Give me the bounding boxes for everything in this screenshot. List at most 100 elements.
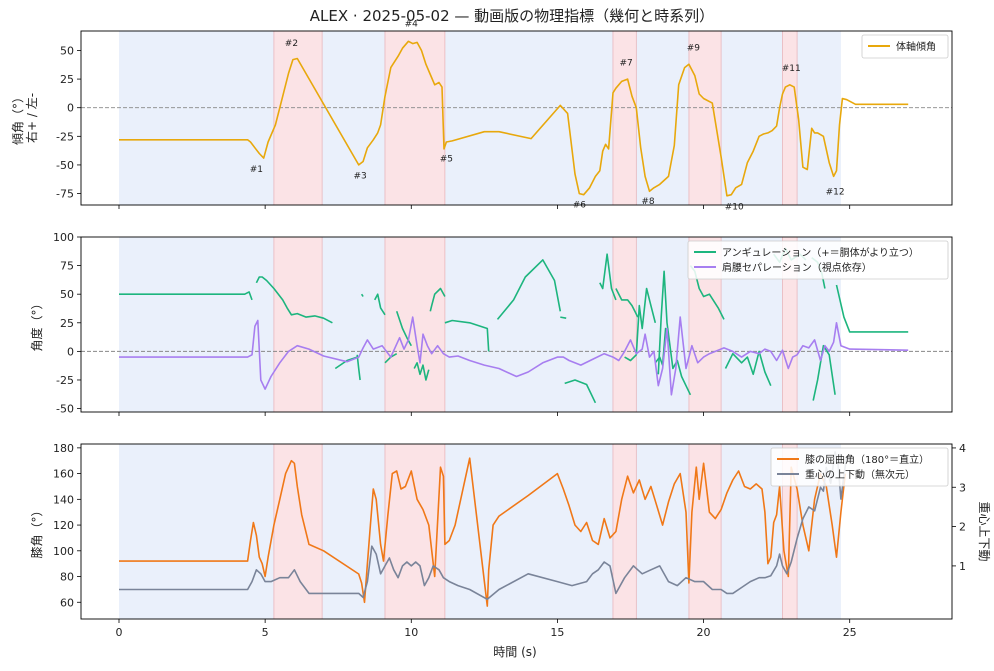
tilt-event-label-10: #11	[782, 64, 801, 74]
tilt-frame	[80, 30, 953, 206]
angles-band-red-4	[782, 237, 798, 412]
knee-y2tick-label-2: 3	[959, 481, 966, 494]
knee-legend-label-1: 重心の上下動（無次元）	[805, 468, 915, 481]
angles-series-0-line-13	[564, 379, 597, 404]
angles-legend-label-1: 肩腰セパレーション（視点依存）	[722, 261, 872, 274]
angles-ytick-label-4: 50	[60, 288, 74, 301]
knee-band-red-0	[273, 444, 323, 619]
tilt-event-label-1: #2	[285, 39, 298, 49]
tilt-event-label-8: #9	[687, 43, 701, 53]
tilt-event-label-3: #4	[405, 19, 419, 29]
panel-angles: -50 -25 0 25 50 75 100 角度（°） アンギュレーション（+＝胴体がより立つ…	[29, 231, 953, 416]
knee-ytick-label-2: 100	[53, 545, 74, 558]
knee-band-blue-3	[636, 444, 689, 619]
tilt-band-blue-0	[118, 31, 274, 205]
angles-series-0-line-9	[429, 287, 446, 312]
angles-legend-label-0: アンギュレーション（+＝胴体がより立つ）	[722, 246, 919, 259]
tilt-legend-box	[861, 34, 949, 59]
knee-legend-box	[770, 447, 949, 487]
angles-series-0-line-16	[624, 287, 657, 362]
angles-band-blue-0	[118, 237, 274, 412]
angles-series-1-line-0	[119, 316, 909, 396]
knee-xtick-label-4: 20	[697, 626, 711, 639]
tilt-ytick-label-1: -50	[56, 159, 74, 172]
knee-ytick-label-5: 160	[53, 468, 74, 481]
knee-band-blue-0	[118, 444, 274, 619]
tilt-event-label-9: #10	[725, 203, 744, 213]
knee-y-axis-label-0: 膝角（°）	[30, 504, 44, 558]
tilt-band-blue-3	[636, 31, 689, 205]
panel-tilt: #1#2#3#4#5#6#7#8#9#10#11#12-75-50-250255…	[11, 19, 953, 213]
knee-xtick-label-3: 15	[550, 626, 564, 639]
tilt-ytick-label-5: 50	[60, 44, 74, 57]
tilt-plot-area	[119, 40, 909, 197]
knee-band-blue-2	[444, 444, 613, 619]
tilt-event-label-6: #7	[619, 58, 632, 68]
knee-xtick-label-1: 5	[262, 626, 269, 639]
x-axis-label: 時間 (s)	[493, 645, 536, 659]
tilt-band-blue-4	[721, 31, 783, 205]
tilt-ytick-label-3: 0	[67, 102, 74, 115]
angles-ytick-label-0: -50	[56, 403, 74, 416]
angles-band-blue-1	[322, 237, 385, 412]
angles-band-red-2	[612, 237, 637, 412]
knee-band-blue-1	[322, 444, 385, 619]
tilt-band-red-2	[612, 31, 637, 205]
angles-series-0-line-7	[395, 311, 413, 347]
knee-series-1-line-0	[119, 451, 848, 601]
knee-y2tick-label-0: 1	[959, 560, 966, 573]
tilt-series-0-line-0	[119, 40, 909, 197]
angles-series-0-line-5	[373, 293, 386, 316]
angles-legend-box	[687, 240, 949, 280]
angles-series-0-line-18	[657, 270, 692, 396]
tilt-event-label-4: #5	[440, 155, 453, 165]
tilt-band-blue-5	[797, 31, 841, 205]
knee-plot-area	[119, 451, 848, 607]
tilt-event-label-0: #1	[250, 165, 263, 175]
angles-series-0-line-2	[360, 293, 364, 297]
angles-series-0-line-12	[560, 316, 567, 319]
tilt-y-axis-label-1: 右+ / 左-	[24, 93, 39, 143]
angles-series-0-line-14	[599, 253, 617, 301]
knee-y2tick-label-3: 4	[959, 442, 966, 455]
knee-ytick-label-4: 140	[53, 493, 74, 506]
angles-series-0-line-24	[835, 284, 909, 333]
knee-xtick-label-2: 10	[404, 626, 418, 639]
angles-series-0-line-8	[413, 361, 430, 381]
tilt-band-red-0	[273, 31, 323, 205]
angles-series-0-line-15	[615, 288, 639, 318]
tilt-band-red-4	[782, 31, 798, 205]
knee-legend-label-0: 膝の屈曲角（180°＝直立）	[805, 453, 929, 466]
knee-frame	[80, 443, 953, 620]
tilt-band-blue-2	[444, 31, 613, 205]
tilt-y-axis-label-0: 傾角（°）	[11, 91, 25, 145]
tilt-band-red-3	[688, 31, 722, 205]
angles-ytick-label-5: 75	[60, 260, 74, 273]
chart-title: ALEX · 2025-05-02 — 動画版の物理指標（幾何と時系列）	[310, 7, 714, 25]
tilt-event-label-7: #8	[641, 197, 655, 207]
knee-band-red-1	[384, 444, 445, 619]
knee-series-0-line-0	[119, 457, 847, 607]
angles-ytick-label-3: 25	[60, 317, 74, 330]
angles-plot-area	[119, 247, 909, 404]
knee-xtick-label-5: 25	[843, 626, 857, 639]
knee-ytick-label-6: 180	[53, 442, 74, 455]
angles-band-red-1	[384, 237, 445, 412]
angles-series-0-line-1	[255, 276, 333, 324]
angles-ytick-label-2: 0	[67, 345, 74, 358]
angles-series-0-line-4	[356, 354, 361, 381]
angles-series-0-line-20	[724, 350, 772, 387]
knee-ytick-label-3: 120	[53, 519, 74, 532]
knee-band-red-2	[612, 444, 637, 619]
angles-y-axis-label-0: 角度（°）	[29, 297, 44, 351]
knee-y2-axis-label: 重心上下動	[977, 501, 991, 561]
tilt-band-blue-1	[322, 31, 385, 205]
tilt-legend-label-0: 体軸傾角	[896, 40, 936, 53]
tilt-event-label-11: #12	[826, 188, 845, 198]
angles-ytick-label-6: 100	[53, 231, 74, 244]
knee-y2tick-label-1: 2	[959, 521, 966, 534]
angles-series-0-line-0	[119, 291, 253, 301]
angles-band-red-0	[273, 237, 323, 412]
